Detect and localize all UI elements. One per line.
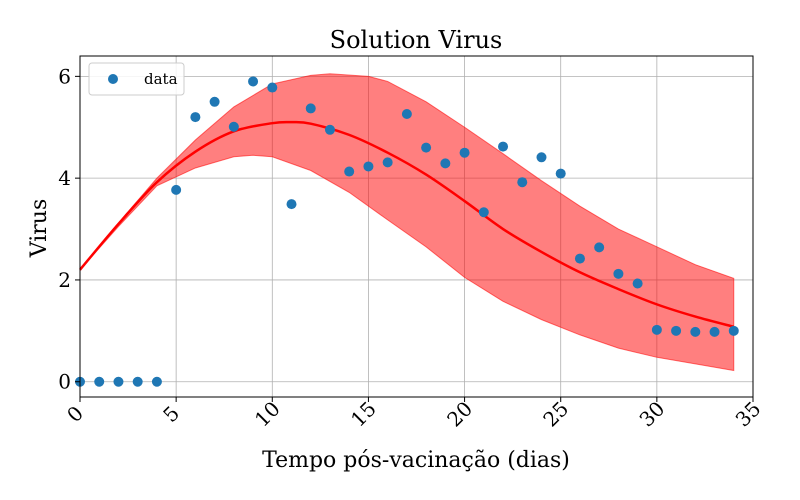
data-point [286, 199, 297, 210]
plot-frame [79, 55, 754, 398]
data-point [651, 324, 662, 335]
y-tick-label: 2 [58, 268, 71, 292]
data-point [632, 278, 643, 289]
data-point [440, 158, 451, 169]
data-point [709, 326, 720, 337]
data-point [94, 376, 105, 387]
data-point [113, 376, 124, 387]
data-point [613, 268, 624, 279]
x-axis-label: Tempo pós-vacinação (dias) [262, 448, 570, 473]
data-point [690, 326, 701, 337]
data-point [190, 112, 201, 123]
data-point [344, 166, 355, 177]
y-tick-label: 6 [58, 64, 71, 88]
data-point [324, 124, 335, 135]
data-point [228, 121, 239, 132]
confidence-band [79, 73, 735, 372]
data-point [401, 109, 412, 120]
x-tick-label: 35 [731, 397, 766, 432]
data-point [555, 168, 566, 179]
x-tick-label: 25 [538, 397, 573, 432]
fit-line-layer [79, 120, 735, 328]
legend-box [88, 62, 185, 96]
data-point [305, 103, 316, 114]
x-tick-label: 5 [158, 401, 184, 427]
data-point [574, 253, 585, 264]
data-point [171, 184, 182, 195]
data-point [478, 207, 489, 218]
confidence-band-area [79, 73, 735, 372]
y-axis-label: Virus [27, 199, 52, 259]
legend-marker [108, 74, 118, 84]
data-point [267, 82, 278, 93]
data-point [517, 177, 528, 188]
data-points [75, 76, 739, 387]
legend-label: data [144, 70, 178, 88]
legend: data [88, 62, 185, 96]
fit-line [79, 120, 735, 328]
data-point [132, 376, 143, 387]
y-axis: 0 2 4 6 [58, 64, 80, 394]
data-point [363, 161, 374, 172]
y-tick-label: 4 [58, 166, 71, 190]
data-point [671, 325, 682, 336]
y-tick-label: 0 [58, 370, 71, 394]
x-tick-label: 0 [62, 401, 88, 427]
data-point [728, 325, 739, 336]
data-point [421, 142, 432, 153]
data-point [248, 76, 259, 87]
x-tick-label: 20 [442, 397, 477, 432]
data-point [209, 96, 220, 107]
x-tick-label: 30 [634, 397, 669, 432]
data-point [498, 141, 509, 152]
x-tick-label: 15 [346, 397, 381, 432]
data-point [382, 157, 393, 168]
data-point [459, 147, 470, 158]
x-axis: 0 5 10 15 20 25 30 35 [62, 397, 765, 432]
data-point [594, 242, 605, 253]
data-point [536, 152, 547, 163]
chart-title: Solution Virus [330, 26, 503, 54]
data-point [151, 376, 162, 387]
x-tick-label: 10 [250, 397, 285, 432]
